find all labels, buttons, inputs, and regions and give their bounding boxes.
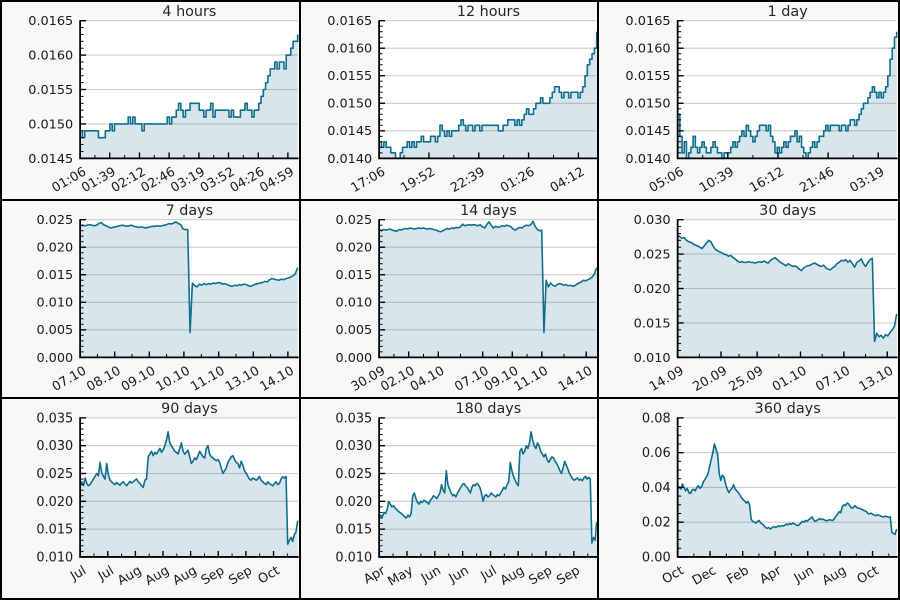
- svg-text:0.015: 0.015: [36, 268, 73, 283]
- svg-text:90 days: 90 days: [161, 401, 218, 417]
- svg-text:12 hours: 12 hours: [457, 4, 520, 20]
- svg-text:30 days: 30 days: [760, 202, 817, 218]
- svg-text:0.0155: 0.0155: [626, 69, 671, 84]
- svg-text:0.0140: 0.0140: [327, 152, 372, 167]
- svg-text:0.020: 0.020: [634, 282, 671, 297]
- chart-12-hours: 0.01400.01450.01500.01550.01600.016517:0…: [300, 2, 598, 199]
- chart-panel-360-days: 0.00 0.02 0.04 0.06 0.08 Oct Dec Feb Apr Jun Aug Oc…: [599, 399, 898, 598]
- svg-text:0.030: 0.030: [335, 439, 372, 454]
- chart-panel-7-days: 0.000 0.005 0.010 0.015 0.020 0.025 07.10 08.10…: [2, 200, 301, 400]
- svg-text:0.005: 0.005: [36, 323, 73, 338]
- svg-text:0.0145: 0.0145: [327, 124, 372, 139]
- svg-text:7 days: 7 days: [166, 202, 213, 218]
- svg-text:1 day: 1 day: [768, 4, 809, 20]
- svg-text:0.0160: 0.0160: [28, 49, 73, 64]
- svg-text:0.02: 0.02: [642, 516, 671, 531]
- svg-text:0.0150: 0.0150: [626, 97, 671, 112]
- svg-text:0.010: 0.010: [36, 295, 73, 310]
- svg-text:0.010: 0.010: [335, 551, 372, 566]
- svg-text:0.015: 0.015: [335, 268, 372, 283]
- svg-text:0.06: 0.06: [642, 446, 671, 461]
- svg-text:Jul: Jul: [67, 564, 89, 585]
- svg-text:0.0155: 0.0155: [327, 69, 372, 84]
- chart-panel-180-days: 0.010 0.015 0.020 0.025 0.030 0.035 Apr May Jun J…: [300, 399, 600, 598]
- chart-panel-1-day: 0.0140 0.0145 0.0150 0.0155 0.0160 0.0165 05:0…: [599, 2, 898, 201]
- svg-text:0.0160: 0.0160: [327, 42, 372, 57]
- svg-text:0.030: 0.030: [36, 439, 73, 454]
- chart-panel-4-hours: 0.0145 0.0150 0.0155 0.0160 0.0165 01:06 01:39…: [2, 2, 301, 201]
- svg-text:0.025: 0.025: [335, 213, 372, 228]
- svg-text:0.0150: 0.0150: [327, 97, 372, 112]
- chart-panel-30-days: 0.010 0.015 0.020 0.025 0.030 14.09 20.09 25.09…: [599, 200, 898, 400]
- svg-text:0.00: 0.00: [642, 551, 671, 566]
- svg-text:Jul: Jul: [95, 564, 117, 585]
- svg-text:0.0165: 0.0165: [327, 14, 372, 29]
- svg-text:0.020: 0.020: [36, 495, 73, 510]
- svg-text:0.005: 0.005: [335, 323, 372, 338]
- svg-text:0.000: 0.000: [335, 350, 372, 365]
- svg-text:0.015: 0.015: [634, 316, 671, 331]
- svg-text:0.000: 0.000: [36, 350, 73, 365]
- svg-text:0.035: 0.035: [36, 412, 73, 427]
- svg-text:14 days: 14 days: [460, 202, 517, 218]
- svg-text:0.0160: 0.0160: [626, 42, 671, 57]
- svg-text:0.025: 0.025: [335, 467, 372, 482]
- svg-text:0.025: 0.025: [36, 467, 73, 482]
- svg-text:Jul: Jul: [477, 564, 499, 585]
- chart-4-hours: 0.01450.01500.01550.01600.016501:0601:39…: [2, 2, 299, 199]
- svg-text:360 days: 360 days: [755, 401, 821, 417]
- svg-text:0.020: 0.020: [335, 495, 372, 510]
- svg-text:0.010: 0.010: [335, 295, 372, 310]
- svg-text:180 days: 180 days: [455, 401, 521, 417]
- chart-panel-12-hours: 0.0140 0.0145 0.0150 0.0155 0.0160 0.0165 17:0…: [300, 2, 600, 201]
- chart-panel-90-days: 0.010 0.015 0.020 0.025 0.030 0.035 Jul Jul Aug A…: [2, 399, 301, 598]
- svg-text:0.0150: 0.0150: [28, 117, 73, 132]
- svg-text:0.035: 0.035: [335, 412, 372, 427]
- svg-text:0.025: 0.025: [634, 247, 671, 262]
- svg-text:0.04: 0.04: [642, 481, 671, 496]
- svg-text:0.010: 0.010: [634, 351, 671, 366]
- svg-text:0.020: 0.020: [36, 240, 73, 255]
- svg-text:0.010: 0.010: [36, 551, 73, 566]
- svg-text:0.015: 0.015: [335, 523, 372, 538]
- svg-text:4 hours: 4 hours: [162, 4, 216, 20]
- svg-text:0.0145: 0.0145: [28, 152, 73, 167]
- svg-text:0.0155: 0.0155: [28, 83, 73, 98]
- chart-7-days: 0.0000.0050.0100.0150.0200.02507.1008.10…: [2, 200, 299, 398]
- svg-text:0.0165: 0.0165: [626, 14, 671, 29]
- svg-text:0.030: 0.030: [634, 213, 671, 228]
- chart-1-day: 0.01400.01450.01500.01550.01600.016505:0…: [599, 2, 898, 199]
- svg-text:0.0165: 0.0165: [28, 14, 73, 29]
- svg-text:0.0140: 0.0140: [626, 152, 671, 167]
- chart-14-days: 0.0000.0050.0100.0150.0200.02530.0902.10…: [300, 200, 598, 398]
- chart-panel-14-days: 0.000 0.005 0.010 0.015 0.020 0.025 30.09 02.10…: [300, 200, 600, 400]
- svg-text:0.020: 0.020: [335, 240, 372, 255]
- svg-text:0.025: 0.025: [36, 213, 73, 228]
- svg-text:0.08: 0.08: [642, 412, 671, 427]
- svg-text:0.015: 0.015: [36, 523, 73, 538]
- svg-text:0.0145: 0.0145: [626, 124, 671, 139]
